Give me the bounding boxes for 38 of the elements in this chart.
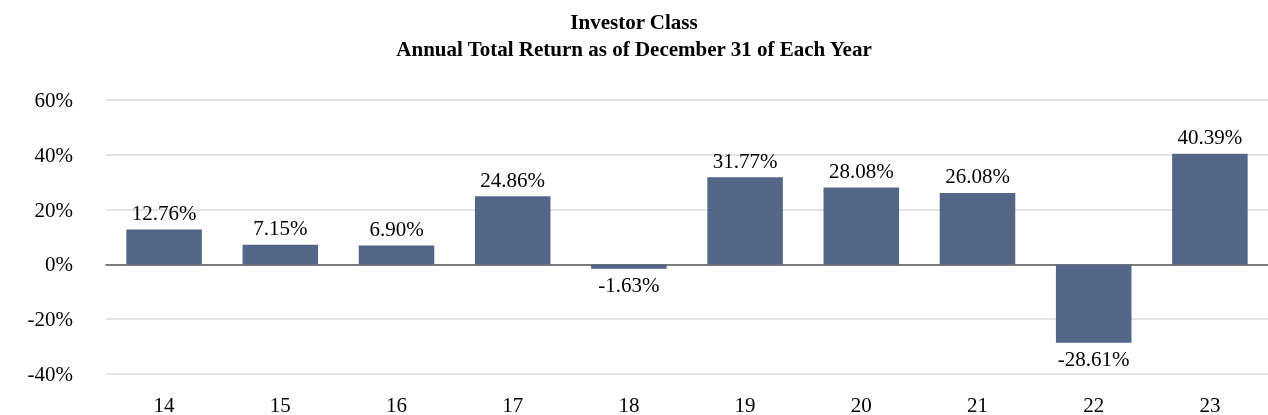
y-tick-label: -20%	[27, 307, 73, 332]
x-tick-label: 20	[850, 392, 872, 415]
data-label: 28.08%	[828, 158, 894, 183]
x-tick-label: 17	[502, 392, 524, 415]
x-tick-label: 14	[153, 392, 176, 415]
x-tick-label: 18	[618, 392, 640, 415]
data-label: 40.39%	[1177, 125, 1243, 150]
chart-subtitle: Annual Total Return as of December 31 of Each Year	[396, 36, 872, 61]
bar	[939, 192, 1016, 265]
bar	[474, 196, 551, 265]
bar	[1172, 153, 1248, 265]
y-tick-label: 0%	[45, 252, 73, 277]
chart-title: Investor Class	[570, 9, 698, 34]
data-label: 6.90%	[369, 216, 424, 241]
bar	[126, 229, 202, 265]
x-tick-label: 16	[386, 392, 407, 415]
bar	[358, 245, 435, 265]
data-label: 12.76%	[131, 200, 197, 225]
bar	[823, 187, 900, 265]
data-label: 7.15%	[253, 216, 308, 241]
x-tick-label: 15	[269, 392, 291, 415]
y-tick-label: -40%	[27, 362, 73, 386]
bar	[707, 177, 783, 265]
y-tick-label: 60%	[34, 88, 73, 112]
x-tick-label: 21	[967, 392, 988, 415]
bar	[591, 264, 667, 269]
bar	[242, 244, 319, 265]
y-tick-label: 20%	[34, 197, 73, 222]
data-label: 26.08%	[945, 164, 1010, 189]
data-label: -1.63%	[598, 273, 660, 298]
y-tick-label: 40%	[34, 142, 73, 167]
x-tick-label: 19	[734, 392, 756, 415]
data-label: -28.61%	[1057, 347, 1130, 372]
x-tick-label: 23	[1199, 392, 1221, 415]
bar	[1055, 264, 1132, 343]
x-tick-label: 22	[1083, 392, 1105, 415]
data-label: 24.86%	[480, 167, 546, 192]
data-label: 31.77%	[712, 148, 778, 173]
